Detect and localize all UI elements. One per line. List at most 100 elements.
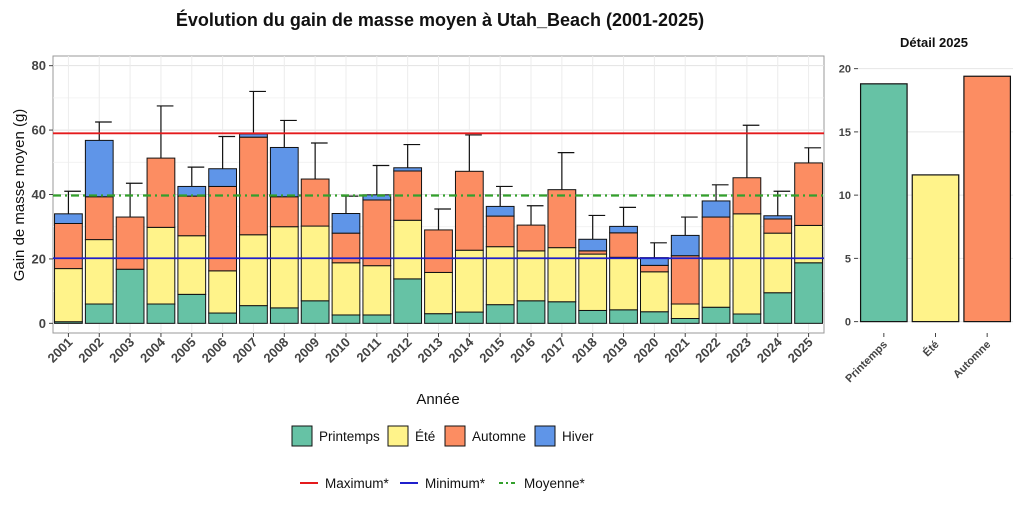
bar-segment — [239, 234, 268, 307]
x-tick-label: Été — [920, 338, 941, 359]
y-tick-label: 15 — [839, 127, 851, 139]
bar-segment — [84, 139, 114, 198]
bar-segment — [578, 253, 608, 311]
x-tick-label: 2016 — [507, 335, 538, 366]
bar-segment — [84, 239, 114, 305]
bar-segment — [269, 226, 299, 309]
bar-segment — [84, 196, 114, 241]
x-tick-label: Printemps — [843, 339, 890, 386]
legend-label: Automne — [472, 429, 526, 444]
bar-segment — [208, 168, 237, 187]
main-x-ticks: 2001 2002 2003 2004 2005 2006 2007 2008 2009 2010… — [44, 333, 816, 366]
bar-segment — [424, 271, 453, 315]
x-tick-label: 2010 — [322, 335, 353, 366]
bar-segment — [732, 313, 762, 324]
bar-segment — [54, 222, 83, 270]
bar-segment — [239, 305, 268, 324]
main-y-ticks: 0 20 40 60 80 — [32, 58, 53, 331]
bar-segment — [701, 306, 731, 324]
bar-segment — [393, 219, 423, 280]
bar-segment — [640, 311, 669, 324]
bar-segment — [516, 300, 546, 324]
y-tick-label: 20 — [839, 64, 851, 76]
bar-segment — [485, 205, 515, 217]
bar-segment — [300, 300, 330, 324]
x-tick-label: 2021 — [661, 335, 692, 366]
bar-segment — [300, 225, 330, 302]
bar-segment — [516, 250, 546, 302]
bar-segment — [763, 292, 793, 324]
bar-segment — [763, 215, 793, 220]
legend-label: Maximum* — [325, 476, 390, 491]
bar-segment — [485, 215, 515, 248]
bar-segment — [115, 268, 145, 324]
bar-segment — [331, 314, 361, 324]
bar-segment — [732, 213, 762, 315]
x-tick-label: 2001 — [44, 335, 75, 366]
bar-segment — [177, 293, 207, 324]
bar-segment — [269, 307, 299, 324]
legend-label: Printemps — [319, 429, 380, 444]
bar-segment — [362, 314, 392, 324]
legend-label: Minimum* — [425, 476, 486, 491]
x-tick-label: 2011 — [353, 335, 384, 366]
bar-segment — [54, 268, 83, 323]
bar-segment — [84, 303, 114, 324]
bar-segment — [54, 213, 83, 224]
y-axis-title: Gain de masse moyen (g) — [11, 109, 28, 282]
x-tick-label: 2018 — [569, 335, 600, 366]
x-tick-label: 2013 — [415, 335, 446, 366]
legend-label: Été — [415, 429, 435, 444]
y-tick-label: 20 — [32, 251, 46, 266]
x-tick-label: 2024 — [754, 334, 786, 366]
bar-segment — [516, 224, 546, 252]
x-tick-label: 2006 — [199, 335, 230, 366]
bar-segment — [701, 258, 731, 308]
bar-segment — [331, 213, 361, 234]
bar-segment — [670, 318, 700, 324]
chart-title: Évolution du gain de masse moyen à Utah_… — [176, 9, 704, 30]
x-tick-label: 2019 — [600, 335, 631, 366]
x-tick-label: 2020 — [630, 335, 661, 366]
bar-segment — [794, 262, 823, 324]
x-tick-label: 2015 — [476, 335, 507, 366]
bar-segment — [763, 232, 793, 294]
x-tick-label: 2022 — [692, 335, 723, 366]
detail-bar — [963, 75, 1012, 323]
detail-x-ticks: Printemps Été Automne — [843, 333, 993, 385]
x-tick-label: 2017 — [538, 335, 569, 366]
bar-segment — [609, 309, 638, 324]
x-tick-label: 2009 — [291, 335, 322, 366]
bar-segment — [578, 238, 608, 252]
bar-segment — [701, 216, 731, 260]
y-tick-label: 40 — [32, 187, 46, 202]
bar-segment — [794, 162, 823, 226]
bar-segment — [454, 249, 484, 313]
bar-segment — [547, 247, 577, 303]
bar-segment — [547, 189, 577, 249]
bar-segment — [146, 226, 176, 305]
bar-segment — [547, 301, 577, 324]
x-tick-label: 2023 — [723, 335, 754, 366]
legend-swatch — [444, 425, 466, 447]
bar-segment — [331, 262, 361, 316]
x-tick-label: 2007 — [230, 335, 261, 366]
x-tick-label: Automne — [951, 339, 993, 381]
detail-bar — [911, 174, 960, 323]
y-tick-label: 0 — [39, 316, 46, 331]
x-tick-label: 2005 — [168, 335, 199, 366]
x-tick-label: 2004 — [137, 334, 169, 366]
detail-bar — [859, 83, 908, 323]
bar-segment — [763, 218, 793, 234]
x-tick-label: 2003 — [106, 335, 137, 366]
legend-swatch — [387, 425, 409, 447]
y-tick-label: 80 — [32, 58, 46, 73]
bar-segment — [670, 234, 700, 257]
bar-segment — [424, 313, 453, 324]
bar-segment — [177, 195, 207, 237]
bar-segment — [701, 200, 731, 218]
bar-segment — [670, 255, 700, 305]
bar-segment — [609, 225, 638, 234]
detail-y-ticks: 0 5 10 15 20 — [839, 64, 858, 329]
